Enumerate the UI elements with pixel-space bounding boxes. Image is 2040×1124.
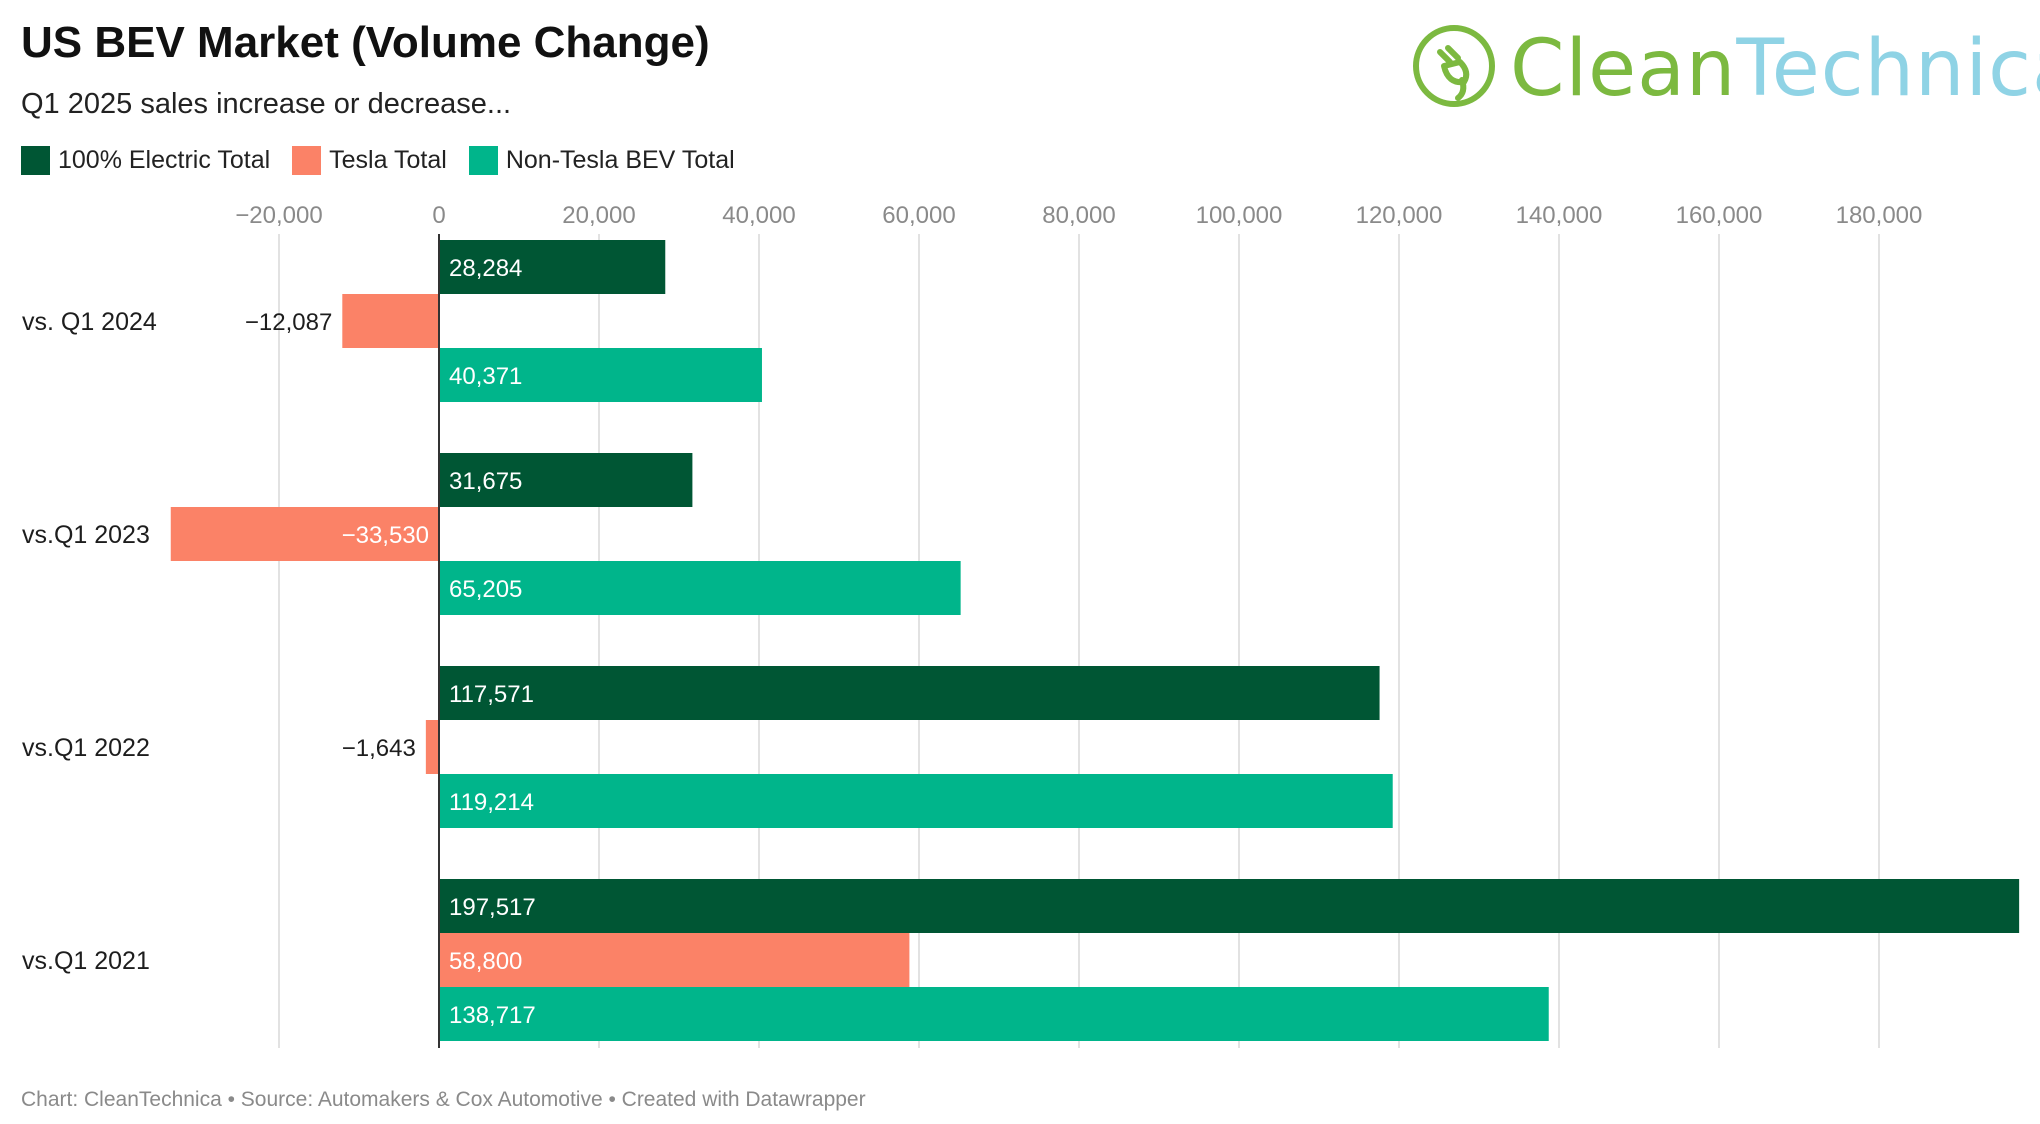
category-label: vs.Q1 2022: [22, 734, 150, 762]
legend-item-electric-total: 100% Electric Total: [21, 146, 270, 175]
bar-non-tesla-total: [439, 348, 762, 402]
logo-text: CleanTechnica: [1510, 24, 2040, 114]
bar-tesla-total: [342, 294, 439, 348]
legend-item-non-tesla-total: Non-Tesla BEV Total: [468, 146, 735, 175]
data-label-non-tesla-total: 119,214: [449, 789, 534, 816]
x-tick-label: 160,000: [1676, 202, 1763, 229]
legend-label-non-tesla-total: Non-Tesla BEV Total: [505, 146, 735, 174]
x-tick-label: 100,000: [1196, 202, 1283, 229]
bar-chart: −20,000 0 20,000 40,000 60,000 80,000 100,000 1…: [22, 202, 2020, 1048]
x-tick-label: 20,000: [562, 202, 635, 229]
bar-electric-total: [439, 666, 1380, 720]
data-label-electric-total: 31,675: [449, 468, 522, 495]
chart-subtitle: Q1 2025 sales increase or decrease...: [21, 88, 512, 120]
legend-label-tesla-total: Tesla Total: [329, 146, 447, 174]
data-label-electric-total: 197,517: [449, 894, 536, 921]
legend-swatch-electric-total: [21, 146, 50, 175]
bar-tesla-total: [170, 507, 439, 561]
cleantechnica-logo: CleanTechnica: [1410, 22, 2040, 114]
legend-swatch-tesla-total: [292, 146, 322, 175]
data-label-non-tesla-total: 138,717: [449, 1002, 536, 1029]
data-label-tesla-total: −12,087: [245, 309, 332, 336]
legend-label-electric-total: 100% Electric Total: [58, 146, 271, 174]
category-label: vs.Q1 2021: [22, 947, 150, 975]
data-label-non-tesla-total: 65,205: [449, 576, 522, 603]
bar-non-tesla-total: [439, 987, 1549, 1041]
data-label-tesla-total: 58,800: [449, 948, 522, 975]
legend-swatch-non-tesla-total: [468, 146, 498, 175]
x-tick-label: 0: [432, 202, 445, 229]
legend: 100% Electric Total Tesla Total Non-Tesl…: [21, 146, 757, 175]
data-label-tesla-total: −33,530: [342, 522, 429, 549]
x-tick-label: 180,000: [1836, 202, 1923, 229]
x-tick-label: −20,000: [235, 202, 322, 229]
bar-electric-total: [439, 453, 693, 507]
category-label: vs.Q1 2023: [22, 521, 150, 549]
data-label-tesla-total: −1,643: [342, 735, 416, 762]
logo-text-clean: Clean: [1510, 24, 1737, 114]
bar-non-tesla-total: [439, 561, 961, 615]
bar-electric-total: [439, 879, 2020, 933]
x-tick-label: 40,000: [722, 202, 795, 229]
bar-electric-total: [439, 240, 666, 294]
x-tick-label: 60,000: [882, 202, 955, 229]
x-tick-label: 80,000: [1042, 202, 1115, 229]
chart-footer: Chart: CleanTechnica • Source: Automaker…: [21, 1088, 866, 1111]
plug-leaf-icon: [1413, 25, 1495, 107]
bar-non-tesla-total: [439, 774, 1393, 828]
data-label-electric-total: 28,284: [449, 255, 522, 282]
bar-tesla-total: [425, 720, 439, 774]
bar-tesla-total: [439, 933, 910, 987]
chart-title: US BEV Market (Volume Change): [21, 18, 710, 67]
category-label: vs. Q1 2024: [22, 308, 157, 336]
logo-text-technica: Technica: [1736, 24, 2040, 114]
data-label-non-tesla-total: 40,371: [449, 363, 522, 390]
x-tick-label: 120,000: [1356, 202, 1443, 229]
legend-item-tesla-total: Tesla Total: [292, 146, 447, 175]
x-tick-label: 140,000: [1516, 202, 1603, 229]
data-label-electric-total: 117,571: [449, 681, 534, 708]
